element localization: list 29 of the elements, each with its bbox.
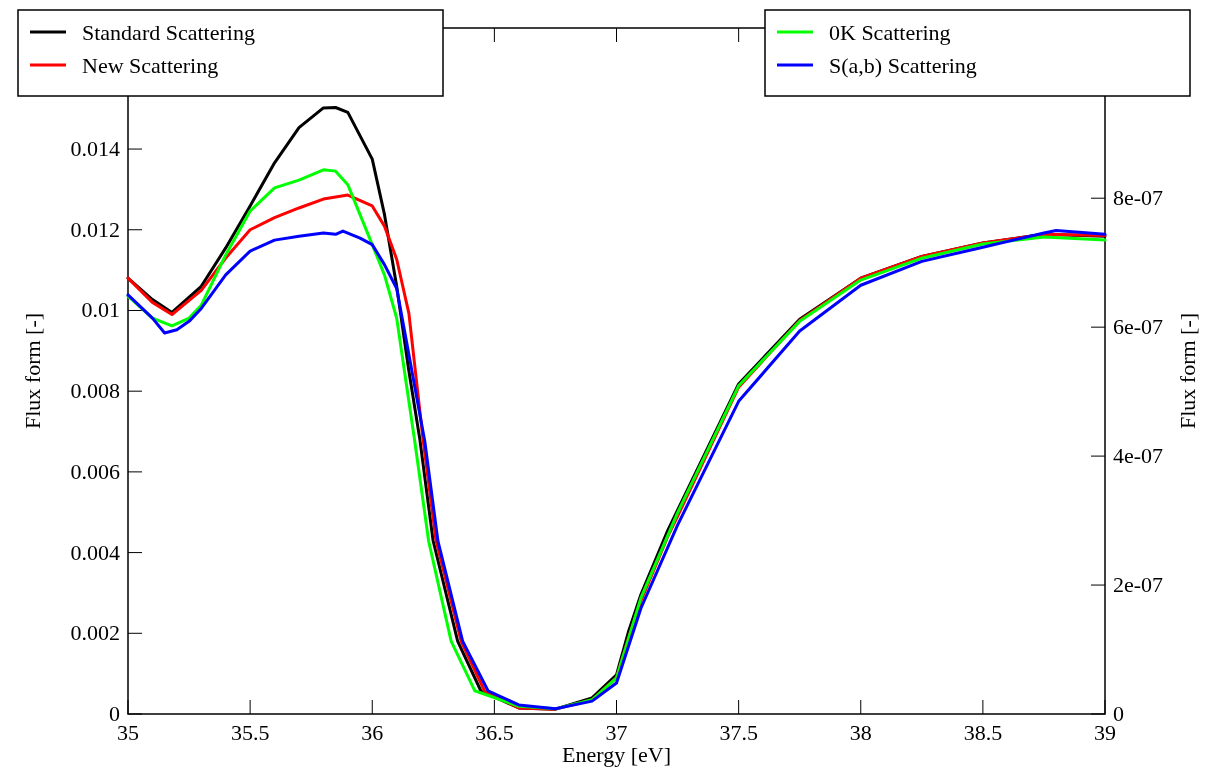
y-axis-title: Flux form [-] [20, 312, 45, 430]
y-tick-label: 0.006 [70, 458, 120, 484]
x-tick-label: 39 [1094, 720, 1116, 745]
y-tick-label: 0.004 [70, 539, 120, 565]
y-tick-label: 0 [109, 701, 120, 726]
x-tick-label: 38.5 [963, 720, 1003, 745]
x-tick-label: 35 [117, 720, 139, 745]
x-tick-label: 37.5 [719, 720, 758, 745]
y-tick-label: 0.008 [70, 378, 120, 404]
x-tick-label: 38 [849, 720, 872, 745]
legend-label: S(a,b) Scattering [829, 53, 977, 78]
y-tick-label: 0.002 [70, 620, 120, 646]
y-tick-label: 0.014 [70, 136, 120, 162]
x-tick-label: 35.5 [230, 720, 270, 745]
legend-label: New Scattering [82, 53, 219, 78]
x-tick-label: 36 [361, 720, 384, 745]
y2-tick-label: 6e-07 [1113, 314, 1164, 340]
y2-tick-label: 4e-07 [1113, 443, 1164, 469]
y2-tick-label: 8e-07 [1113, 185, 1164, 211]
legend-label: 0K Scattering [829, 20, 951, 45]
y2-tick-label: 2e-07 [1113, 572, 1164, 598]
y-tick-label: 0.01 [81, 297, 120, 323]
x-tick-label: 37 [605, 720, 628, 745]
y2-axis-title: Flux form [-] [1175, 312, 1200, 430]
x-axis-title: Energy [eV] [562, 742, 671, 767]
y2-tick-label: 0 [1113, 701, 1124, 726]
y-tick-label: 0.012 [70, 216, 120, 242]
x-tick-label: 36.5 [475, 720, 514, 745]
legend-label: Standard Scattering [82, 20, 255, 45]
